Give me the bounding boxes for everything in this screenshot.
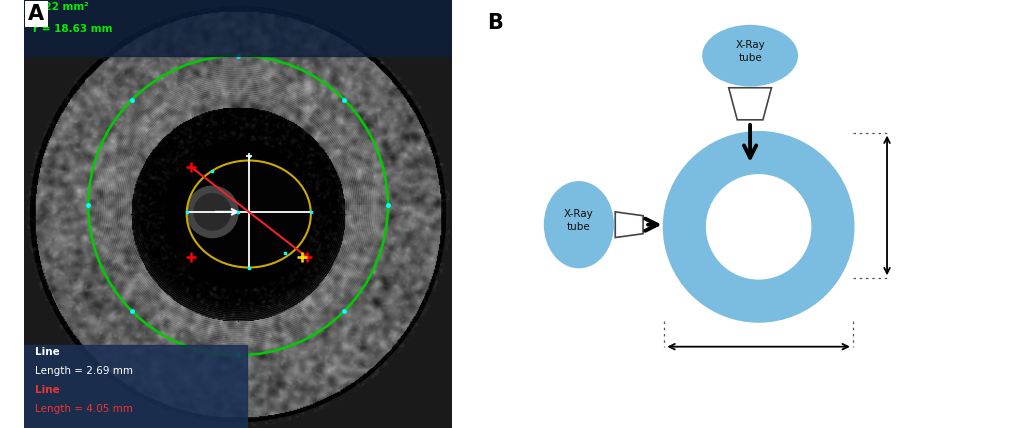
Text: Line: Line (35, 385, 59, 395)
Text: r = 18.63 mm: r = 18.63 mm (33, 24, 113, 33)
Circle shape (31, 6, 445, 422)
Text: X-Ray
tube: X-Ray tube (735, 40, 765, 62)
Text: Length = 2.69 mm: Length = 2.69 mm (35, 366, 133, 376)
Circle shape (665, 133, 853, 321)
Text: Length = 4.05 mm: Length = 4.05 mm (35, 404, 133, 414)
Polygon shape (729, 88, 771, 120)
Circle shape (186, 186, 238, 238)
Text: A: A (29, 4, 44, 24)
Circle shape (195, 194, 230, 230)
Polygon shape (615, 212, 643, 238)
Text: Line: Line (35, 347, 59, 357)
Text: X-Ray
tube: X-Ray tube (564, 209, 594, 232)
Text: B: B (487, 13, 503, 33)
Text: 7.22 mm²: 7.22 mm² (33, 2, 88, 12)
Ellipse shape (545, 182, 613, 268)
Bar (0, 0, 452, 56)
Bar (25, 345, 247, 428)
Ellipse shape (188, 163, 308, 265)
Ellipse shape (703, 26, 797, 86)
Circle shape (708, 175, 810, 278)
